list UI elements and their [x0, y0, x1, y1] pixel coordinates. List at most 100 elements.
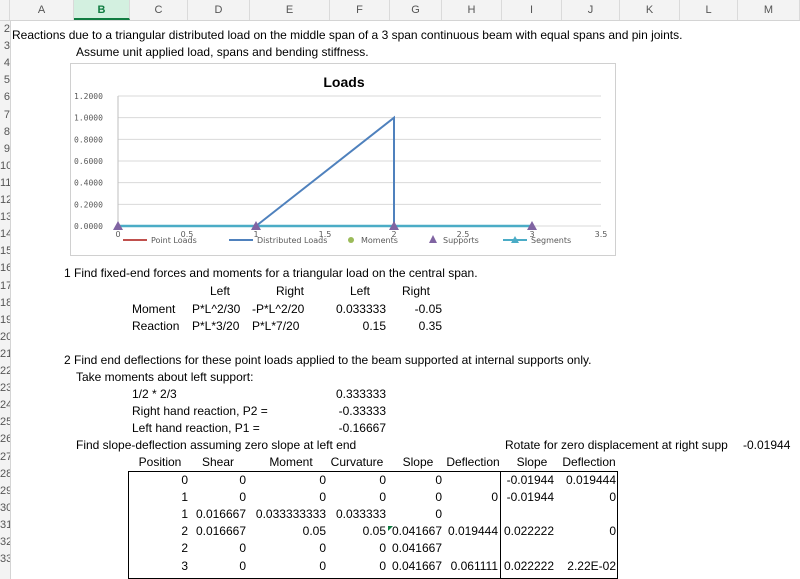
- row-header[interactable]: 25: [0, 416, 10, 429]
- step1-header-right[interactable]: Right: [275, 284, 304, 298]
- table-cell[interactable]: 0.016667: [195, 507, 246, 522]
- table-cell[interactable]: -0.01944: [506, 473, 554, 487]
- step1-header-right-value[interactable]: Right: [401, 284, 430, 298]
- half-label[interactable]: 1/2 * 2/3: [132, 387, 177, 401]
- assume-line[interactable]: Assume unit applied load, spans and bend…: [76, 45, 369, 59]
- row-header[interactable]: 12: [0, 194, 10, 206]
- th-moment[interactable]: Moment: [269, 455, 313, 469]
- table-cell[interactable]: [502, 506, 554, 523]
- step1-header-left-value[interactable]: Left: [349, 284, 370, 298]
- step1-header-left[interactable]: Left: [209, 284, 230, 298]
- row-header[interactable]: 19: [0, 313, 10, 326]
- table-cell[interactable]: [444, 540, 498, 557]
- table-cell[interactable]: 0: [379, 558, 386, 573]
- table-cell[interactable]: 0.016667: [195, 524, 246, 539]
- table-cell[interactable]: [444, 472, 498, 489]
- row-header[interactable]: 24: [0, 399, 10, 412]
- table-cell[interactable]: 0: [379, 541, 386, 556]
- table-cell[interactable]: 0: [239, 541, 246, 556]
- p1-value[interactable]: -0.16667: [338, 421, 386, 435]
- select-all-corner[interactable]: [0, 0, 10, 20]
- row-header[interactable]: 5: [3, 74, 10, 87]
- row-header[interactable]: 8: [3, 125, 10, 138]
- table-cell[interactable]: 0: [239, 490, 246, 505]
- table-cell[interactable]: 0: [239, 473, 246, 487]
- loads-chart[interactable]: Loads 0.0000 0.2000 0.4000 0.6000 0.8000 1.000…: [70, 63, 616, 256]
- table-cell[interactable]: 1: [181, 507, 188, 522]
- th-slope-rotated[interactable]: Slope: [516, 455, 548, 469]
- column-header-d[interactable]: D: [188, 0, 250, 20]
- moment-left-formula[interactable]: P*L^2/30: [192, 302, 241, 316]
- th-slope[interactable]: Slope: [402, 455, 434, 469]
- row-header[interactable]: 10: [0, 159, 10, 172]
- th-deflection[interactable]: Deflection: [446, 455, 500, 469]
- rotate-label[interactable]: Rotate for zero displacement at right su…: [505, 438, 728, 452]
- row-header[interactable]: 2: [3, 23, 10, 35]
- table-cell[interactable]: 0.022222: [503, 558, 554, 573]
- table-cell[interactable]: [502, 540, 554, 557]
- half-value[interactable]: 0.333333: [335, 387, 386, 401]
- moment-right-formula[interactable]: -P*L^2/20: [252, 302, 305, 316]
- reaction-label[interactable]: Reaction: [132, 319, 180, 333]
- table-cell[interactable]: 0: [435, 507, 442, 522]
- table-cell[interactable]: 0.05: [362, 524, 386, 539]
- table-cell[interactable]: 0: [435, 490, 442, 505]
- th-shear[interactable]: Shear: [201, 455, 235, 469]
- row-header[interactable]: 31: [0, 518, 10, 531]
- table-cell[interactable]: [560, 506, 616, 523]
- moment-label[interactable]: Moment: [132, 302, 176, 316]
- table-cell[interactable]: 0.041667: [391, 541, 442, 556]
- row-header[interactable]: 11: [0, 176, 11, 189]
- row-header[interactable]: 4: [3, 57, 10, 70]
- table-cell[interactable]: 0: [609, 524, 616, 539]
- table-cell[interactable]: 0.033333: [335, 507, 386, 522]
- table-cell[interactable]: 0: [609, 490, 616, 505]
- table-cell[interactable]: 0: [379, 473, 386, 487]
- row-header[interactable]: 32: [0, 536, 10, 548]
- reaction-right-value[interactable]: 0.35: [418, 319, 442, 333]
- th-position[interactable]: Position: [138, 455, 182, 469]
- row-header[interactable]: 29: [0, 484, 10, 497]
- row-header[interactable]: 22: [0, 365, 10, 377]
- take-moments-label[interactable]: Take moments about left support:: [76, 370, 254, 384]
- row-header[interactable]: 3: [3, 40, 10, 53]
- row-header[interactable]: 13: [0, 211, 10, 224]
- table-cell[interactable]: 0.019444: [447, 524, 498, 539]
- rotate-value[interactable]: -0.01944: [743, 438, 791, 452]
- th-deflection-rotated[interactable]: Deflection: [562, 455, 616, 469]
- column-header-f[interactable]: F: [330, 0, 390, 20]
- table-cell[interactable]: 0.05: [302, 524, 326, 539]
- table-cell[interactable]: 0.061111: [450, 558, 498, 573]
- column-header-b[interactable]: B: [74, 0, 130, 20]
- table-cell[interactable]: 2: [181, 524, 188, 539]
- row-header[interactable]: 9: [3, 142, 10, 155]
- row-header[interactable]: 20: [0, 330, 10, 343]
- column-header-j[interactable]: J: [562, 0, 620, 20]
- column-header-g[interactable]: G: [390, 0, 442, 20]
- table-cell[interactable]: 0: [239, 558, 246, 573]
- table-cell[interactable]: 1: [181, 490, 188, 505]
- row-header[interactable]: 27: [0, 450, 10, 463]
- column-header-i[interactable]: I: [502, 0, 562, 20]
- step2-heading[interactable]: 2 Find end deflections for these point l…: [64, 353, 592, 367]
- column-header-m[interactable]: M: [738, 0, 800, 20]
- column-header-c[interactable]: C: [130, 0, 188, 20]
- moment-left-value[interactable]: 0.033333: [335, 302, 386, 316]
- row-header[interactable]: 23: [0, 382, 10, 395]
- slope-heading[interactable]: Find slope-deflection assuming zero slop…: [76, 438, 357, 452]
- table-cell[interactable]: 0: [379, 490, 386, 505]
- p2-value[interactable]: -0.33333: [338, 404, 386, 418]
- row-header[interactable]: 15: [0, 245, 10, 258]
- table-cell[interactable]: [560, 540, 616, 557]
- title-line[interactable]: Reactions due to a triangular distribute…: [12, 28, 683, 42]
- table-cell[interactable]: 0: [319, 490, 326, 505]
- th-curvature[interactable]: Curvature: [330, 455, 384, 469]
- table-cell[interactable]: 0: [181, 473, 188, 487]
- table-cell[interactable]: [444, 506, 498, 523]
- moment-right-value[interactable]: -0.05: [414, 302, 442, 316]
- table-cell[interactable]: 0: [319, 473, 326, 487]
- row-header[interactable]: 6: [3, 91, 10, 104]
- row-header[interactable]: 18: [0, 296, 10, 309]
- reaction-left-value[interactable]: 0.15: [362, 319, 386, 333]
- row-header[interactable]: 17: [0, 279, 10, 292]
